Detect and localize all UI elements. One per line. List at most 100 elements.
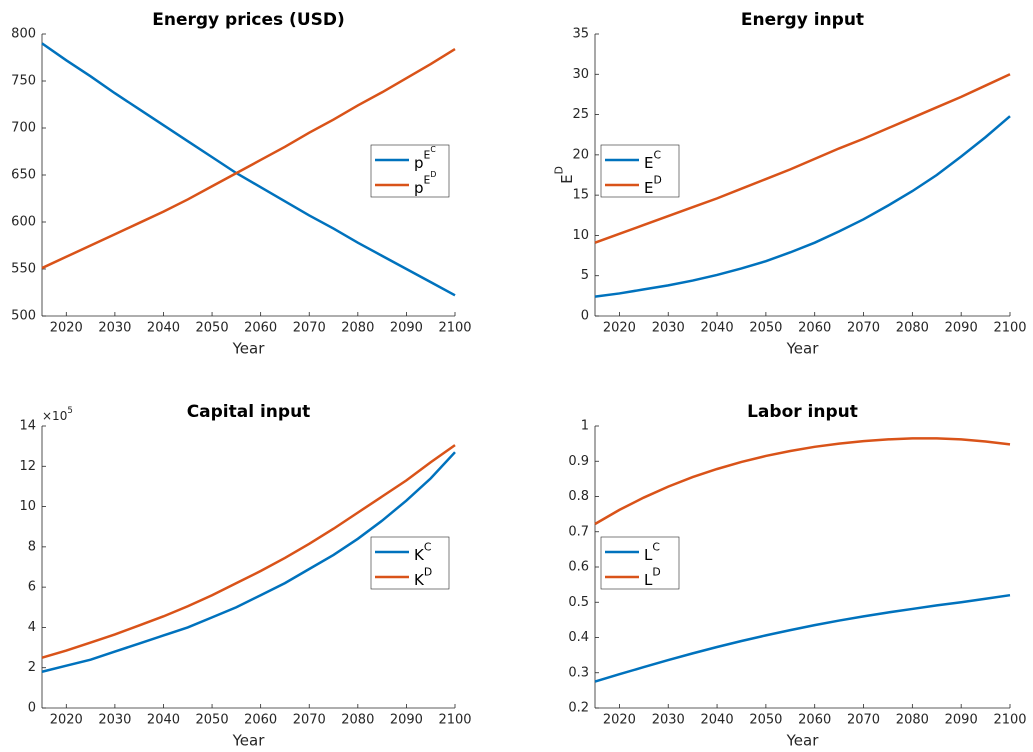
x-tick-label: 2050 xyxy=(749,713,782,728)
legend-label: KC xyxy=(414,540,431,563)
x-axis-label: Year xyxy=(232,732,266,750)
x-tick-label: 2040 xyxy=(701,713,734,728)
x-tick-label: 2020 xyxy=(50,321,83,336)
x-tick-label: 2100 xyxy=(438,713,471,728)
x-tick-label: 2020 xyxy=(603,321,636,336)
legend-label-part: K xyxy=(414,546,425,564)
y-tick-label: 5 xyxy=(581,268,589,283)
x-tick-label: 2080 xyxy=(896,713,929,728)
legend-label-part: D xyxy=(652,565,660,578)
x-tick-label: 2080 xyxy=(341,321,374,336)
y-tick-label: 0.3 xyxy=(568,665,589,680)
y-tick-label: 1 xyxy=(581,419,589,434)
axis-exponent: ×105 xyxy=(42,405,73,422)
y-tick-label: 0.2 xyxy=(568,701,589,716)
legend-label-part: C xyxy=(424,540,432,553)
data-line xyxy=(41,42,456,297)
legend-box xyxy=(600,536,680,590)
chart-title: Capital input xyxy=(187,402,311,422)
data-line xyxy=(594,73,1011,244)
y-tick-label: 25 xyxy=(572,107,589,122)
y-tick-label: 10 xyxy=(19,499,36,514)
legend-box xyxy=(370,536,450,590)
y-tick-label: 30 xyxy=(572,67,589,82)
data-line xyxy=(41,47,456,270)
chart-title: Energy prices (USD) xyxy=(152,10,345,30)
legend-label: LC xyxy=(644,540,660,563)
y-tick-label: 0.9 xyxy=(568,454,589,469)
x-tick-label: 2090 xyxy=(390,713,423,728)
y-tick-label: 650 xyxy=(11,168,36,183)
axis-exponent-part: ×10 xyxy=(42,409,67,423)
x-tick-label: 2020 xyxy=(603,713,636,728)
x-tick-label: 2100 xyxy=(993,321,1026,336)
legend-label-part: D xyxy=(430,170,436,179)
x-tick-label: 2020 xyxy=(50,713,83,728)
x-tick-label: 2030 xyxy=(98,713,131,728)
x-tick-label: 2090 xyxy=(945,321,978,336)
y-tick-label: 0.6 xyxy=(568,560,589,575)
data-line xyxy=(41,444,456,659)
x-tick-label: 2060 xyxy=(798,713,831,728)
x-tick-label: 2080 xyxy=(896,321,929,336)
x-tick-label: 2100 xyxy=(438,321,471,336)
y-tick-label: 500 xyxy=(11,309,36,324)
x-tick-label: 2050 xyxy=(196,713,229,728)
y-tick-label: 12 xyxy=(19,459,36,474)
y-tick-label: 6 xyxy=(28,580,36,595)
y-axis-label-part: E xyxy=(558,174,576,183)
legend-label-part: D xyxy=(424,565,432,578)
y-tick-label: 20 xyxy=(572,147,589,162)
y-tick-label: 0.8 xyxy=(568,489,589,504)
y-axis-label: ED xyxy=(552,166,575,184)
legend-label-part: C xyxy=(652,540,660,553)
x-tick-label: 2060 xyxy=(244,321,277,336)
legend-box xyxy=(600,144,680,198)
x-tick-label: 2100 xyxy=(993,713,1026,728)
x-tick-label: 2030 xyxy=(98,321,131,336)
y-tick-label: 750 xyxy=(11,74,36,89)
legend-label: EC xyxy=(644,148,661,171)
x-axis-label: Year xyxy=(786,732,820,750)
y-tick-label: 0 xyxy=(581,309,589,324)
legend-label: ED xyxy=(644,173,662,196)
y-tick-label: 2 xyxy=(28,660,36,675)
data-line xyxy=(41,451,456,673)
x-axis-label: Year xyxy=(786,340,820,358)
legend-label-part: E xyxy=(424,148,431,161)
x-tick-label: 2090 xyxy=(390,321,423,336)
x-axis-label: Year xyxy=(232,340,266,358)
y-tick-label: 0.4 xyxy=(568,630,589,645)
x-tick-label: 2030 xyxy=(652,321,685,336)
y-tick-label: 600 xyxy=(11,215,36,230)
legend-label-part: E xyxy=(644,179,653,197)
y-tick-label: 15 xyxy=(572,188,589,203)
y-tick-label: 35 xyxy=(572,27,589,42)
axis-exponent-part: 5 xyxy=(67,405,73,415)
x-tick-label: 2070 xyxy=(847,713,880,728)
legend-label: pEC xyxy=(414,145,436,172)
data-line xyxy=(594,115,1011,298)
legend-label-part: E xyxy=(644,154,653,172)
legend-label: pED xyxy=(414,170,436,197)
y-tick-label: 10 xyxy=(572,228,589,243)
y-axis-label-part: D xyxy=(552,166,565,174)
x-tick-label: 2040 xyxy=(701,321,734,336)
legend-label: KD xyxy=(414,565,432,588)
legend-box xyxy=(370,144,450,198)
x-tick-label: 2040 xyxy=(147,321,180,336)
y-tick-label: 8 xyxy=(28,539,36,554)
y-tick-label: 4 xyxy=(28,620,36,635)
x-tick-label: 2060 xyxy=(798,321,831,336)
x-tick-label: 2070 xyxy=(293,321,326,336)
legend-label-part: p xyxy=(414,179,424,197)
legend-label-part: C xyxy=(430,145,435,154)
legend-label-part: D xyxy=(653,173,661,186)
data-line xyxy=(594,593,1011,683)
y-tick-label: 700 xyxy=(11,121,36,136)
legend-label-part: C xyxy=(653,148,661,161)
x-tick-label: 2060 xyxy=(244,713,277,728)
chart-title: Energy input xyxy=(741,10,864,30)
y-tick-label: 0 xyxy=(28,701,36,716)
x-tick-label: 2050 xyxy=(749,321,782,336)
